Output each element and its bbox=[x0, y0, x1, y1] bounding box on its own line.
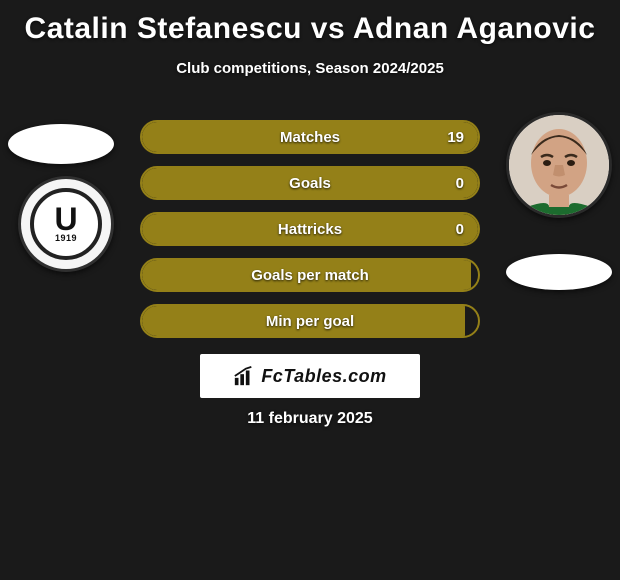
club-left-year: 1919 bbox=[55, 233, 77, 243]
stat-row: Goals per match bbox=[140, 258, 480, 292]
stat-label: Goals bbox=[289, 175, 331, 192]
stats-list: Matches 19 Goals 0 Hattricks 0 Goals per match… bbox=[140, 120, 480, 350]
stat-label: Hattricks bbox=[278, 221, 342, 238]
club-left-letter: U bbox=[54, 205, 77, 234]
club-left-badge: U 1919 bbox=[18, 176, 114, 272]
chart-icon bbox=[233, 365, 255, 387]
player-left-box: U 1919 bbox=[6, 112, 116, 267]
stat-label: Matches bbox=[280, 129, 340, 146]
stat-value-right: 0 bbox=[456, 175, 464, 192]
subtitle: Club competitions, Season 2024/2025 bbox=[0, 60, 620, 77]
stat-value-right: 19 bbox=[447, 129, 464, 146]
page-title: Catalin Stefanescu vs Adnan Aganovic bbox=[0, 0, 620, 46]
player-right-photo bbox=[506, 112, 612, 218]
stat-row: Matches 19 bbox=[140, 120, 480, 154]
stat-row: Min per goal bbox=[140, 304, 480, 338]
date-line: 11 february 2025 bbox=[0, 410, 620, 428]
stat-row: Hattricks 0 bbox=[140, 212, 480, 246]
face-icon bbox=[509, 115, 609, 215]
stat-row: Goals 0 bbox=[140, 166, 480, 200]
stat-label: Min per goal bbox=[266, 313, 354, 330]
brand-label: FcTables.com bbox=[261, 366, 386, 387]
player-right-box bbox=[504, 112, 614, 267]
stat-label: Goals per match bbox=[251, 267, 369, 284]
club-right-placeholder bbox=[506, 254, 612, 290]
player-left-placeholder bbox=[8, 124, 114, 164]
stat-value-right: 0 bbox=[456, 221, 464, 238]
brand-box[interactable]: FcTables.com bbox=[200, 354, 420, 398]
